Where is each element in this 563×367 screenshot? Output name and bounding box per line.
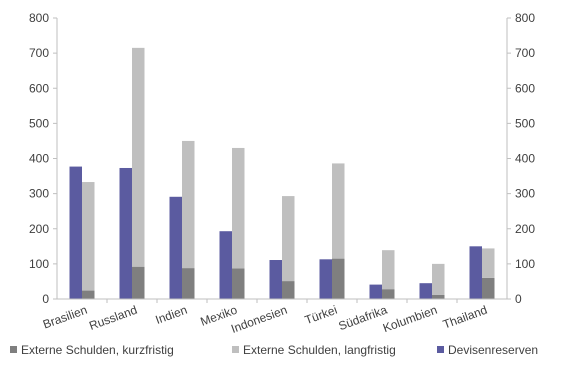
bar-langfristig-südafrika (382, 250, 395, 290)
bar-langfristig-thailand (482, 248, 495, 278)
bar-devisenreserven-südafrika (369, 284, 382, 299)
bar-devisenreserven-brasilien (69, 166, 82, 299)
y-axis-left: 0 100 200 300 400 500 600 700 800 (29, 11, 58, 306)
bar-langfristig-russland (132, 47, 145, 267)
bar-kurzfristig-südafrika (382, 289, 395, 299)
bar-devisenreserven-mexiko (219, 231, 232, 299)
bar-devisenreserven-thailand (469, 246, 482, 299)
bar-devisenreserven-kolumbien (419, 283, 432, 299)
bar-kurzfristig-mexiko (232, 268, 245, 299)
legend-swatch (437, 346, 444, 353)
y-tick-label-left: 700 (29, 46, 49, 60)
x-category-label: Indien (154, 303, 190, 327)
bar-kurzfristig-indien (182, 268, 195, 299)
y-tick-label-left: 800 (29, 11, 49, 25)
bar-devisenreserven-indien (169, 196, 182, 299)
x-category-label: Indonesien (229, 303, 289, 336)
x-category-label: Brasilien (41, 303, 89, 332)
y-tick-label-left: 300 (29, 187, 49, 201)
y-tick-label-right: 700 (515, 46, 535, 60)
bar-devisenreserven-russland (119, 167, 132, 299)
bar-kurzfristig-thailand (482, 277, 495, 299)
y-tick-label-left: 0 (42, 292, 49, 306)
bar-devisenreserven-indonesien (269, 260, 282, 299)
bar-kurzfristig-russland (132, 266, 145, 299)
bar-langfristig-mexiko (232, 147, 245, 269)
bar-langfristig-türkei (332, 163, 345, 259)
legend-label: Devisenreserven (448, 343, 538, 357)
bar-langfristig-indien (182, 140, 195, 269)
bar-langfristig-kolumbien (432, 263, 445, 295)
y-tick-label-left: 600 (29, 81, 49, 95)
y-tick-label-right: 800 (515, 11, 535, 25)
bar-kurzfristig-kolumbien (432, 294, 445, 299)
x-category-label: Südafrika (337, 303, 390, 334)
legend-swatch (10, 346, 17, 353)
y-tick-label-left: 400 (29, 152, 49, 166)
legend-label: Externe Schulden, kurzfristig (21, 343, 174, 357)
y-tick-label-left: 100 (29, 257, 49, 271)
legend-label: Externe Schulden, langfristig (243, 343, 396, 357)
y-tick-label-right: 100 (515, 257, 535, 271)
y-tick-label-right: 400 (515, 152, 535, 166)
bar-langfristig-brasilien (82, 182, 95, 291)
y-tick-label-right: 500 (515, 116, 535, 130)
x-category-label: Russland (87, 303, 139, 333)
legend: Externe Schulden, kurzfristig Externe Sch… (10, 343, 538, 357)
bar-langfristig-indonesien (282, 196, 295, 282)
bar-devisenreserven-türkei (319, 259, 332, 299)
y-tick-label-left: 200 (29, 222, 49, 236)
x-category-label: Türkei (303, 303, 339, 328)
y-tick-label-left: 500 (29, 116, 49, 130)
bar-kurzfristig-indonesien (282, 281, 295, 299)
x-category-label: Kolumbien (381, 303, 439, 336)
y-tick-label-right: 300 (515, 187, 535, 201)
bar-kurzfristig-türkei (332, 258, 345, 299)
legend-swatch (232, 346, 239, 353)
y-axis-right: 0 100 200 300 400 500 600 700 800 (506, 11, 535, 306)
y-tick-label-right: 600 (515, 81, 535, 95)
y-tick-label-right: 200 (515, 222, 535, 236)
y-tick-label-right: 0 (515, 292, 522, 306)
bar-kurzfristig-brasilien (82, 290, 95, 299)
bars (69, 47, 495, 299)
x-category-label: Thailand (441, 303, 489, 332)
